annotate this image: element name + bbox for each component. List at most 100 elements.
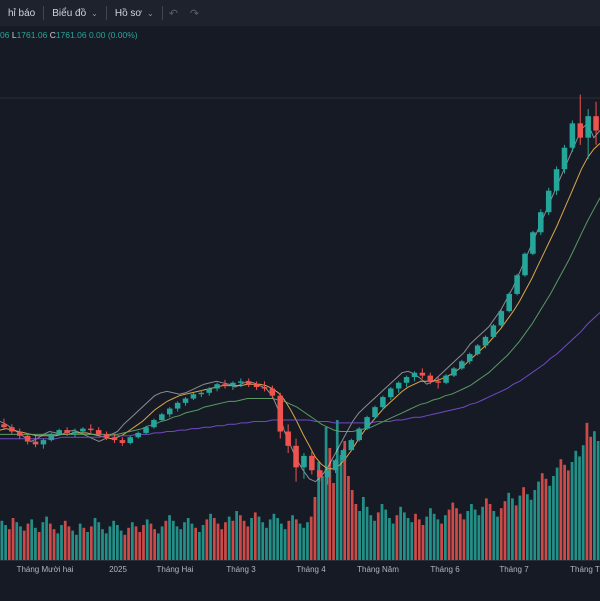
- volume-bar: [127, 527, 130, 560]
- candle-body: [285, 431, 291, 446]
- candle-body: [364, 417, 370, 429]
- candle-body: [151, 420, 157, 428]
- volume-bar: [503, 501, 507, 560]
- candle-body: [166, 408, 173, 415]
- volume-bar: [589, 436, 593, 560]
- volume-bar: [142, 525, 145, 560]
- volume-bar: [171, 520, 175, 560]
- volume-bar: [280, 523, 283, 560]
- volume-bar: [93, 518, 97, 560]
- volume-bar: [574, 450, 578, 560]
- chart-menu-label: Biểu đồ: [52, 7, 87, 19]
- volume-bar: [537, 481, 540, 560]
- volume-bar: [138, 532, 142, 560]
- volume-bar: [455, 508, 458, 560]
- candle-body: [277, 395, 284, 432]
- x-tick-label: Tháng 3: [226, 565, 256, 574]
- volume-bar: [458, 513, 462, 560]
- candle-body: [1, 424, 7, 428]
- x-tick-label: Tháng Năm: [357, 565, 399, 574]
- ma-long-line: [0, 197, 600, 435]
- volume-bar: [332, 483, 335, 560]
- candle-body: [190, 394, 197, 399]
- volume-bar: [555, 467, 559, 560]
- volume-bar: [466, 511, 470, 560]
- profile-menu-label: Hồ sơ: [114, 7, 142, 19]
- volume-bar: [246, 526, 250, 560]
- x-tick-label: Tháng 4: [296, 565, 326, 574]
- volume-bar: [89, 526, 93, 560]
- volume-bar: [60, 525, 63, 560]
- volume-bar: [291, 515, 294, 560]
- candle-body: [214, 384, 220, 389]
- volume-bar: [183, 522, 186, 560]
- volume-bar: [343, 441, 347, 560]
- candle-body: [182, 398, 189, 403]
- indicators-button[interactable]: hỉ báo: [0, 0, 43, 26]
- candle-body: [466, 354, 473, 362]
- volume-bar: [380, 504, 384, 560]
- volume-bar: [253, 512, 257, 560]
- volume-bar: [145, 519, 149, 560]
- volume-bar: [518, 495, 522, 560]
- candle-body: [443, 375, 449, 383]
- chart-menu-button[interactable]: Biểu đồ ⌄: [44, 0, 106, 26]
- volume-bar: [529, 499, 533, 560]
- candle-body: [356, 428, 362, 441]
- volume-bar: [108, 526, 112, 560]
- candle-body: [569, 123, 576, 148]
- undo-icon[interactable]: ↶: [168, 7, 178, 20]
- volume-bar: [272, 513, 276, 560]
- volume-bar: [566, 470, 570, 560]
- chevron-down-icon: ⌄: [91, 8, 98, 18]
- candle-body: [474, 345, 481, 355]
- candle-body: [585, 116, 591, 138]
- candle-body: [64, 430, 70, 433]
- candle-body: [403, 377, 410, 383]
- volume-bar: [447, 509, 451, 560]
- volume-bar: [499, 508, 503, 560]
- volume-bar: [239, 515, 242, 560]
- volume-bar: [52, 529, 56, 560]
- candle-body: [530, 232, 536, 254]
- volume-bar: [224, 522, 227, 560]
- profile-menu-button[interactable]: Hồ sơ ⌄: [107, 0, 162, 26]
- volume-bar: [231, 520, 235, 560]
- volume-bar: [220, 529, 224, 560]
- volume-bar: [522, 487, 525, 560]
- volume-bar: [11, 518, 15, 560]
- candle-body: [309, 455, 315, 471]
- x-tick-label: Tháng 6: [430, 565, 460, 574]
- volume-bar: [71, 530, 75, 560]
- volume-bar: [328, 448, 332, 560]
- volume-bar: [45, 516, 48, 560]
- volume-bar: [477, 515, 481, 560]
- volume-bar: [194, 527, 198, 560]
- volume-bar: [313, 497, 317, 560]
- candle-body: [103, 434, 110, 438]
- volume-bar: [276, 518, 280, 560]
- volume-bar: [164, 520, 168, 560]
- candle-body: [56, 430, 62, 435]
- volume-bar: [525, 494, 529, 560]
- candle-body: [545, 190, 552, 213]
- volume-bar: [492, 511, 496, 560]
- volume-bar: [227, 516, 231, 560]
- volume-bar: [320, 476, 324, 560]
- volume-bar: [481, 506, 484, 560]
- candle-body: [427, 375, 434, 382]
- volume-bar: [484, 498, 488, 560]
- volume-bar: [533, 490, 537, 560]
- close-key: C: [49, 30, 56, 40]
- volume-bar: [421, 525, 425, 560]
- volume-bar: [324, 427, 328, 560]
- volume-bar: [56, 533, 60, 560]
- candle-body: [222, 384, 228, 386]
- candle-body: [32, 441, 39, 445]
- volume-bar: [350, 490, 354, 560]
- volume-bar: [552, 476, 555, 560]
- x-tick-label: Tháng 7: [499, 565, 529, 574]
- volume-bar: [26, 523, 30, 560]
- redo-icon[interactable]: ↷: [189, 7, 200, 20]
- price-chart[interactable]: [0, 26, 600, 560]
